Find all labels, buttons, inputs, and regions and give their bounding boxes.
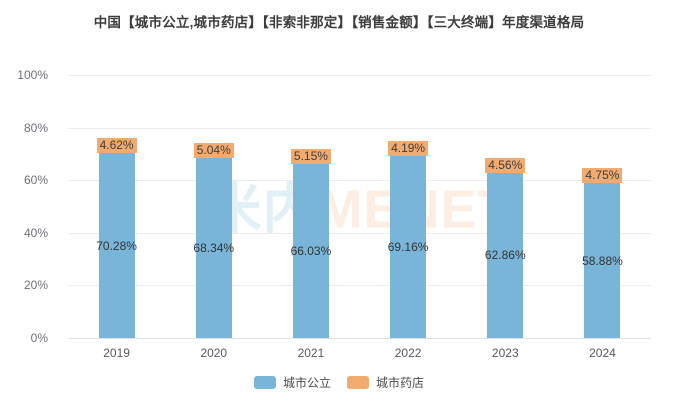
x-axis-label-2024: 2024 [589, 346, 616, 360]
legend-marker-icon [347, 376, 369, 389]
chart-title: 中国【城市公立,城市药店】【非索非那定】【销售金额】【三大终端】年度渠道格局 [93, 15, 585, 30]
bar-segment-hospital-2023[interactable]: 62.86% [485, 172, 526, 338]
bar-segment-hospital-2021[interactable]: 66.03% [291, 164, 331, 338]
gridline-100% [68, 75, 651, 76]
y-tick-label-20%: 20% [23, 278, 48, 293]
stacked-bar-2019[interactable]: 70.28% 4.62% [96, 138, 137, 338]
legend-item-城市公立[interactable]: 城市公立 [253, 374, 331, 391]
legend-label: 城市药店 [376, 376, 425, 390]
gridline-80% [68, 127, 651, 129]
bar-slot-2022: 69.16% 4.19% [360, 75, 457, 338]
legend-marker-icon [253, 376, 276, 389]
pharmacy-value-label-2019: 4.62% [96, 138, 137, 154]
y-tick-label-100%: 100% [17, 68, 48, 82]
bar-segment-hospital-2019[interactable]: 70.28% [96, 153, 137, 338]
bar-slot-2021: 66.03% 5.15% [262, 75, 359, 338]
pharmacy-value-label-2020: 5.04% [193, 143, 234, 159]
stacked-bar-2020[interactable]: 68.34% 5.04% [193, 143, 234, 338]
pharmacy-value-label-2021: 5.15% [290, 149, 331, 165]
pharmacy-value-label-2023: 4.56% [485, 157, 526, 173]
bar-segment-hospital-2024[interactable]: 58.88% [582, 183, 623, 338]
bar-slot-2019: 70.28% 4.62% [68, 75, 165, 338]
bar-slot-2024: 58.88% 4.75% [554, 75, 651, 338]
x-axis-label-2020: 2020 [200, 346, 228, 360]
x-axis-label-2019: 2019 [103, 346, 130, 360]
stacked-bar-2023[interactable]: 62.86% 4.56% [485, 157, 526, 338]
y-tick-label-0%: 0% [30, 331, 48, 345]
pharmacy-value-label-2022: 4.19% [388, 141, 429, 157]
bar-segment-hospital-2022[interactable]: 69.16% [388, 156, 428, 338]
gridline-20% [68, 285, 651, 287]
stacked-bar-2022[interactable]: 69.16% 4.19% [388, 141, 428, 338]
bar-slot-2023: 62.86% 4.56% [457, 75, 554, 338]
x-axis: 2019 2020 2021 2022 2023 2024 [68, 338, 651, 360]
y-tick-label-80%: 80% [23, 120, 48, 135]
legend-label: 城市公立 [282, 376, 331, 390]
x-axis-label-2022: 2022 [394, 346, 422, 360]
legend-item-城市药店[interactable]: 城市药店 [347, 374, 424, 391]
pharmacy-value-label-2024: 4.75% [582, 168, 623, 184]
y-axis: 0% 20% 40% 60% 80% 100% [0, 68, 58, 345]
bar-segment-hospital-2020[interactable]: 68.34% [193, 158, 234, 338]
x-axis-label-2021: 2021 [297, 346, 325, 360]
y-tick-label-60%: 60% [23, 173, 48, 188]
legend: 城市公立 城市药店 [0, 374, 678, 391]
bar-slot-2020: 68.34% 5.04% [165, 75, 262, 338]
stacked-bar-2021[interactable]: 66.03% 5.15% [290, 149, 331, 338]
bars-layer: 70.28% 4.62% 68.34% 5.04% 66.03% 5.15% 69.16% 4… [68, 75, 651, 338]
x-axis-label-2023: 2023 [491, 346, 519, 360]
y-tick-label-40%: 40% [23, 225, 48, 240]
gridline-60% [68, 180, 651, 182]
gridline-40% [68, 232, 651, 234]
stacked-bar-2024[interactable]: 58.88% 4.75% [582, 168, 623, 338]
plot-area: 米内MENET 70.28%4.62%68.34%5.04%66.03%5.15… [68, 75, 651, 339]
